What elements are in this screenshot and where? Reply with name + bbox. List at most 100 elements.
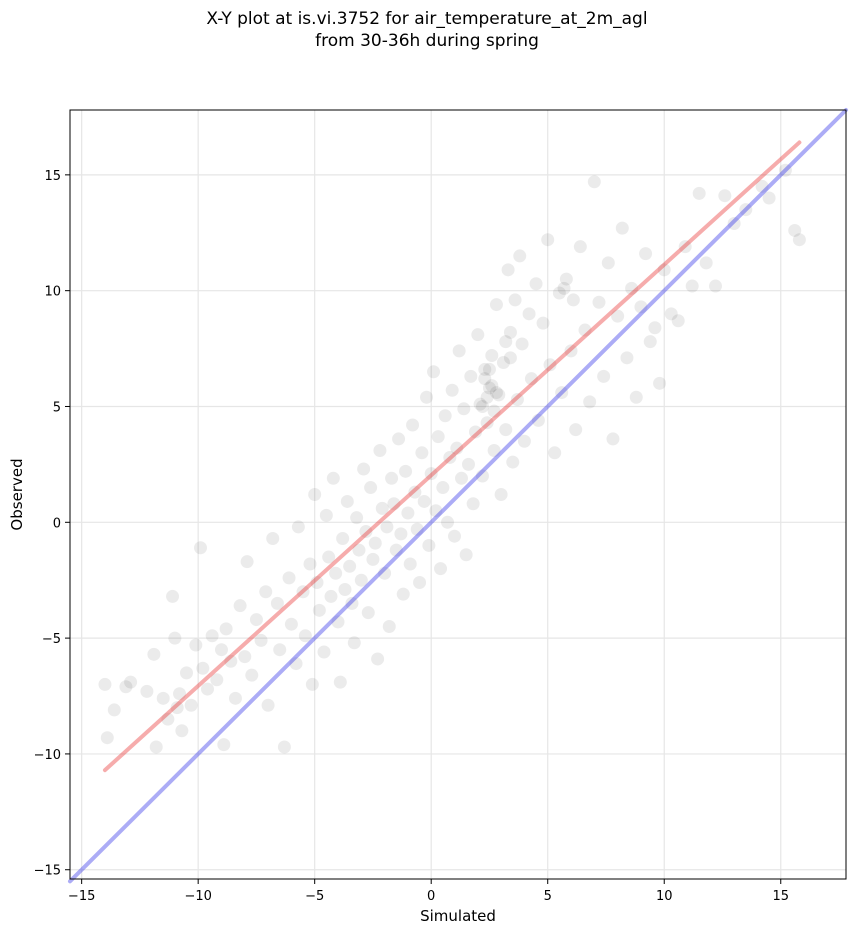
data-point xyxy=(755,179,769,193)
data-point xyxy=(340,494,354,508)
data-point xyxy=(529,277,543,291)
data-point xyxy=(324,589,338,603)
x-tick-label: 5 xyxy=(544,889,552,904)
data-point xyxy=(499,335,513,349)
data-point xyxy=(685,279,699,293)
data-point xyxy=(173,687,187,701)
data-point xyxy=(441,515,455,529)
data-point xyxy=(420,390,434,404)
data-point xyxy=(413,576,427,590)
data-point xyxy=(448,529,462,543)
data-point xyxy=(245,668,259,682)
data-point xyxy=(240,555,254,569)
data-point xyxy=(524,372,538,386)
data-point xyxy=(308,488,322,501)
data-point xyxy=(345,596,359,610)
data-point xyxy=(573,240,587,254)
data-point xyxy=(329,566,343,580)
data-point xyxy=(254,633,268,647)
grid-lines xyxy=(70,110,846,879)
data-point xyxy=(322,550,336,564)
data-point xyxy=(597,369,611,383)
data-point xyxy=(445,383,459,397)
data-point xyxy=(303,557,317,571)
data-point xyxy=(489,386,503,400)
data-point xyxy=(536,316,550,330)
y-tick-label: −10 xyxy=(34,748,61,763)
scatter-points xyxy=(98,163,806,754)
data-point xyxy=(457,402,471,416)
data-point xyxy=(471,328,485,342)
data-point xyxy=(415,446,429,460)
data-point xyxy=(205,629,219,643)
x-tick-label: 10 xyxy=(656,889,673,904)
data-point xyxy=(443,450,457,464)
data-point xyxy=(277,740,291,754)
data-point xyxy=(515,337,529,351)
data-point xyxy=(200,682,214,696)
data-point xyxy=(513,249,527,263)
data-point xyxy=(289,657,303,671)
data-point xyxy=(436,481,450,495)
data-point xyxy=(510,393,524,407)
data-point xyxy=(653,376,667,390)
data-point xyxy=(499,423,513,437)
data-point xyxy=(494,488,508,501)
data-point xyxy=(298,629,312,643)
data-point xyxy=(196,661,210,675)
data-point xyxy=(261,698,275,712)
data-point xyxy=(170,701,184,715)
data-point xyxy=(709,279,723,293)
data-point xyxy=(326,471,340,485)
data-point xyxy=(371,652,385,666)
data-point xyxy=(380,520,394,534)
data-point xyxy=(375,501,389,515)
data-point xyxy=(373,443,387,457)
data-point xyxy=(238,650,252,664)
data-point xyxy=(501,263,515,277)
data-point xyxy=(454,471,468,485)
data-point xyxy=(587,175,601,189)
data-point xyxy=(352,543,366,557)
data-point xyxy=(531,413,545,427)
data-point xyxy=(394,527,408,541)
data-point xyxy=(210,673,224,687)
data-point xyxy=(464,369,478,383)
data-point xyxy=(98,677,112,691)
data-point xyxy=(548,446,562,460)
data-point xyxy=(620,351,634,365)
data-point xyxy=(403,557,417,571)
data-point xyxy=(310,576,324,590)
data-point xyxy=(364,481,378,495)
data-point xyxy=(657,263,671,277)
data-point xyxy=(541,233,555,247)
data-point xyxy=(124,675,138,689)
data-point xyxy=(107,703,121,717)
x-tick-label: 0 xyxy=(427,889,435,904)
data-point xyxy=(478,362,492,376)
data-point xyxy=(429,504,443,518)
data-point xyxy=(282,571,296,585)
data-point xyxy=(249,613,263,627)
data-point xyxy=(559,272,573,286)
data-point xyxy=(357,462,371,476)
data-point xyxy=(601,256,615,270)
data-point xyxy=(611,309,625,323)
data-point xyxy=(147,647,161,661)
data-point xyxy=(480,416,494,430)
x-tick-label: −10 xyxy=(184,889,211,904)
data-point xyxy=(473,397,487,411)
data-point xyxy=(389,543,403,557)
data-point xyxy=(189,638,203,652)
data-point xyxy=(487,443,501,457)
data-point xyxy=(119,680,133,694)
data-point xyxy=(727,216,741,230)
data-point xyxy=(643,335,657,349)
data-point xyxy=(492,388,506,402)
data-point xyxy=(478,372,492,386)
data-point xyxy=(350,511,364,525)
plot-frame xyxy=(69,109,847,880)
data-point xyxy=(431,430,445,444)
data-point xyxy=(438,409,452,423)
